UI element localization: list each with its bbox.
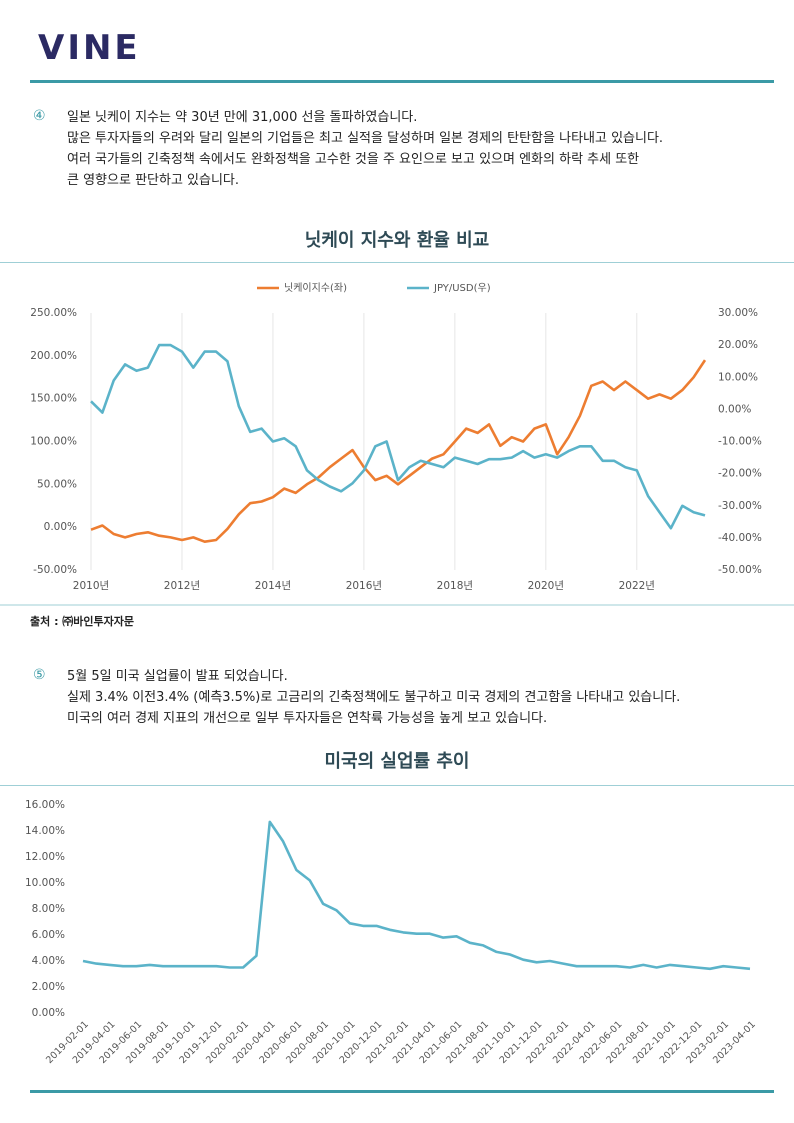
text-line: 5월 5일 미국 실업률이 발표 되었습니다. xyxy=(67,669,288,684)
x-tick-label: 2010년 xyxy=(73,580,109,592)
chart: 250.00% 200.00% 150.00% 100.00% 50.00% 0.00% -… xyxy=(0,262,794,606)
y2-tick-label: 30.00% xyxy=(718,307,758,319)
y-tick-label: 16.00% xyxy=(25,799,65,811)
y-tick-label: 14.00% xyxy=(25,825,65,837)
text-line: 미국의 여러 경제 지표의 개선으로 일부 투자자들은 연착륙 가능성을 높게 … xyxy=(67,711,548,726)
x-tick-label: 2012년 xyxy=(164,580,200,592)
chart: 0.00% 2.00% 4.00% 6.00% 8.00% 10.00% 12.00% 14.… xyxy=(0,785,794,1066)
x-tick-label: 2022년 xyxy=(619,580,655,592)
y-tick-label: 200.00% xyxy=(30,350,77,362)
source: 출처 : ㈜바인투자자문 xyxy=(30,615,135,628)
y2-tick-label: -40.00% xyxy=(718,532,762,544)
text-line: 여러 국가들의 긴축정책 속에서도 완화정책을 고수한 것을 주 요인으로 보고… xyxy=(67,152,640,167)
footer-rule xyxy=(30,1090,774,1093)
data-line xyxy=(90,343,706,530)
chart-title: 닛케이 지수와 환율 비교 xyxy=(304,230,490,251)
y2-tick-label: -20.00% xyxy=(718,468,762,480)
text-line: 일본 닛케이 지수는 약 30년 만에 31,000 선을 돌파하였습니다. xyxy=(67,110,418,125)
paragraph: 5월 5일 미국 실업률이 발표 되었습니다. 실제 3.4% 이전3.4% (… xyxy=(67,666,680,729)
y-tick-label: 100.00% xyxy=(30,436,77,448)
y-tick-label: 0.00% xyxy=(44,521,77,533)
y2-tick-label: 10.00% xyxy=(718,371,758,383)
y-tick-label: 12.00% xyxy=(25,851,65,863)
y-tick-label: 150.00% xyxy=(30,393,77,405)
logo: VINE xyxy=(38,28,141,68)
x-tick-label: 2020년 xyxy=(528,580,564,592)
y2-tick-label: 0.00% xyxy=(718,403,751,415)
text-line: 많은 투자자들의 우려와 달리 일본의 기업들은 최고 실적을 달성하며 일본 … xyxy=(67,131,664,146)
x-tick-label: 2014년 xyxy=(255,580,291,592)
y-tick-label: 250.00% xyxy=(30,307,77,319)
y-tick-label: 10.00% xyxy=(25,877,65,889)
y2-tick-label: -50.00% xyxy=(718,564,762,576)
data-line xyxy=(82,820,751,971)
data-line xyxy=(90,359,707,543)
text-line: 큰 영향으로 판단하고 있습니다. xyxy=(67,173,240,188)
y-tick-label: 0.00% xyxy=(32,1007,65,1019)
y2-tick-label: -10.00% xyxy=(718,436,762,448)
x-tick-label: 2016년 xyxy=(346,580,382,592)
y2-tick-label: -30.00% xyxy=(718,500,762,512)
marker: ④ xyxy=(33,108,46,124)
y-tick-label: 6.00% xyxy=(32,929,65,941)
y-tick-label: 8.00% xyxy=(32,903,65,915)
legend-label: JPY/USD(우) xyxy=(433,282,491,294)
y-tick-label: 4.00% xyxy=(32,955,65,967)
chart-title: 미국의 실업률 추이 xyxy=(324,751,470,772)
header-rule xyxy=(30,80,774,83)
text-line: 실제 3.4% 이전3.4% (예측3.5%)로 고금리의 긴축정책에도 불구하… xyxy=(67,690,681,705)
y-tick-label: 50.00% xyxy=(37,478,77,490)
y2-tick-label: 20.00% xyxy=(718,339,758,351)
y-tick-label: -50.00% xyxy=(33,564,77,576)
marker: ⑤ xyxy=(33,667,46,683)
legend-label: 닛케이지수(좌) xyxy=(284,282,347,294)
paragraph: 일본 닛케이 지수는 약 30년 만에 31,000 선을 돌파하였습니다. 많… xyxy=(67,107,663,191)
x-tick-label: 2018년 xyxy=(437,580,473,592)
y-tick-label: 2.00% xyxy=(32,981,65,993)
